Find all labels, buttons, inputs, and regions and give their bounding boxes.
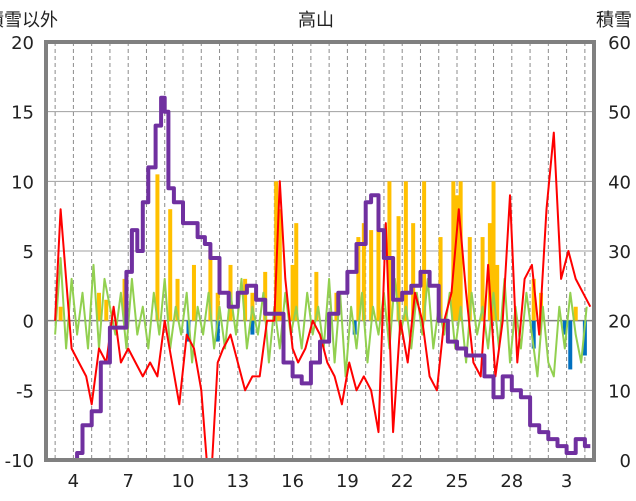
precip-bar — [294, 223, 299, 321]
right-tick-label: 60 — [608, 33, 631, 54]
right-tick-label: 0 — [620, 451, 631, 472]
precip-bar — [403, 181, 408, 321]
min-temp-bar — [215, 320, 220, 342]
right-tick-label: 40 — [608, 172, 631, 193]
precip-bar — [458, 181, 463, 321]
x-tick-label: 10 — [172, 471, 195, 492]
right-axis-title: 積雪 — [596, 10, 632, 31]
left-tick-label: 20 — [11, 33, 34, 54]
precip-bar — [263, 271, 268, 321]
precip-bar — [215, 292, 220, 321]
precip-bar — [369, 230, 374, 321]
x-tick-label: 16 — [281, 471, 304, 492]
min-temp-bar — [531, 320, 536, 349]
x-tick-label: 3 — [561, 471, 572, 492]
precip-bar — [104, 299, 109, 321]
chart-title: 高山 — [298, 10, 334, 31]
precip-bar — [487, 223, 492, 321]
plot-frame — [44, 40, 596, 462]
lines-layer — [45, 95, 592, 462]
min-temp-bar — [568, 320, 573, 370]
precip-bar — [411, 223, 416, 321]
precip-bar — [495, 264, 500, 321]
x-tick-label: 13 — [226, 471, 249, 492]
precip-bar — [451, 181, 456, 321]
right-tick-label: 20 — [608, 312, 631, 333]
left-tick-label: -10 — [5, 451, 34, 472]
left-tick-label: 0 — [23, 312, 34, 333]
right-tick-label: 30 — [608, 242, 631, 263]
right-tick-label: 10 — [608, 381, 631, 402]
precip-bar — [438, 237, 443, 321]
min-temp-bar — [562, 320, 567, 335]
precip-bar — [191, 264, 196, 321]
x-tick-label: 25 — [446, 471, 469, 492]
min-temp-bar — [582, 320, 587, 356]
min-temp-bar — [186, 320, 191, 342]
precip-bar — [491, 181, 496, 321]
precip-bar — [467, 237, 472, 321]
x-tick-label: 4 — [68, 471, 79, 492]
precip-bar — [314, 271, 319, 321]
precip-bar — [361, 223, 366, 321]
precip-bar — [573, 306, 578, 321]
min-temp-bar — [250, 320, 255, 335]
x-tick-label: 22 — [391, 471, 414, 492]
precip-bar — [531, 278, 536, 321]
precip-bar — [376, 209, 381, 321]
precip-bar — [422, 181, 427, 321]
left-tick-label: -5 — [16, 381, 34, 402]
snow-depth-line — [46, 95, 591, 462]
tick-labels-layer: -10 -5 0 5 10 15 20 0 10 20 30 40 50 60 4 7 10 13 16 19 22 25… — [5, 33, 631, 492]
x-tick-label: 19 — [336, 471, 359, 492]
precip-bar — [455, 195, 459, 321]
x-tick-label: 28 — [500, 471, 523, 492]
frame-layer — [44, 40, 596, 462]
left-axis-title: 積雪以外 — [0, 10, 58, 31]
precip-bar — [396, 216, 401, 321]
left-tick-label: 10 — [11, 172, 34, 193]
precip-bar — [208, 251, 213, 321]
x-tick-label: 7 — [122, 471, 133, 492]
precip-bar — [480, 237, 485, 321]
max-temp-line — [54, 131, 592, 461]
precip-bar — [243, 278, 248, 321]
precip-bar — [168, 209, 173, 321]
left-tick-label: 15 — [11, 103, 34, 124]
precip-bar — [155, 174, 160, 321]
precip-bar — [277, 209, 282, 321]
right-tick-label: 50 — [608, 103, 631, 124]
precip-bar — [96, 292, 101, 321]
left-tick-label: 5 — [23, 242, 34, 263]
anomaly-line — [54, 257, 588, 378]
precip-bar — [356, 237, 361, 321]
precip-bar — [175, 278, 180, 321]
precip-bar — [58, 306, 63, 321]
precip-bar — [387, 181, 392, 321]
precip-bar — [290, 264, 295, 321]
